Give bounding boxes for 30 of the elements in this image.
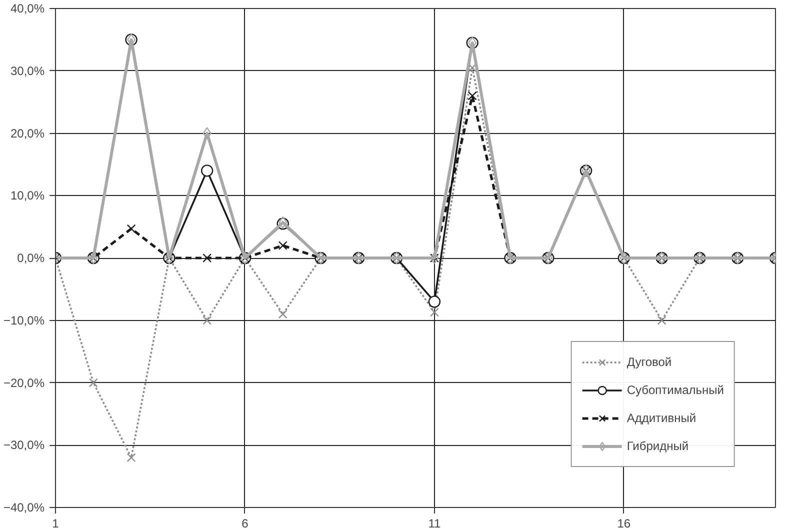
legend-label: Дуговой	[626, 355, 672, 369]
point	[126, 224, 136, 234]
legend-label: Аддитивный	[626, 411, 696, 425]
y-tick-label: 30,0%	[10, 64, 45, 78]
point	[428, 296, 441, 308]
point	[202, 127, 212, 140]
point	[202, 316, 212, 325]
x-tick-label: 1	[52, 516, 60, 530]
legend-label: Субоптимальный	[626, 383, 724, 397]
point	[88, 378, 98, 388]
x-tick-label: 16	[617, 516, 631, 530]
y-tick-label: −30,0%	[3, 438, 45, 452]
point	[657, 316, 666, 325]
y-tick-label: 40,0%	[10, 2, 45, 16]
y-tick-label: −10,0%	[3, 313, 45, 328]
x-tick-label: 11	[428, 516, 441, 530]
y-tick-label: 10,0%	[10, 188, 45, 203]
point	[278, 310, 288, 319]
y-tick-label: 0,0%	[17, 251, 45, 265]
legend-label: Гибридный	[626, 439, 689, 453]
point	[126, 453, 136, 462]
y-tick-label: 20,0%	[10, 126, 45, 140]
point	[200, 164, 214, 177]
x-tick-label: 6	[242, 516, 249, 530]
y-tick-label: −40,0%	[3, 500, 45, 514]
point	[202, 254, 212, 262]
point	[278, 241, 288, 250]
point	[468, 91, 477, 100]
y-tick-label: −20,0%	[3, 376, 45, 390]
point	[430, 308, 439, 317]
